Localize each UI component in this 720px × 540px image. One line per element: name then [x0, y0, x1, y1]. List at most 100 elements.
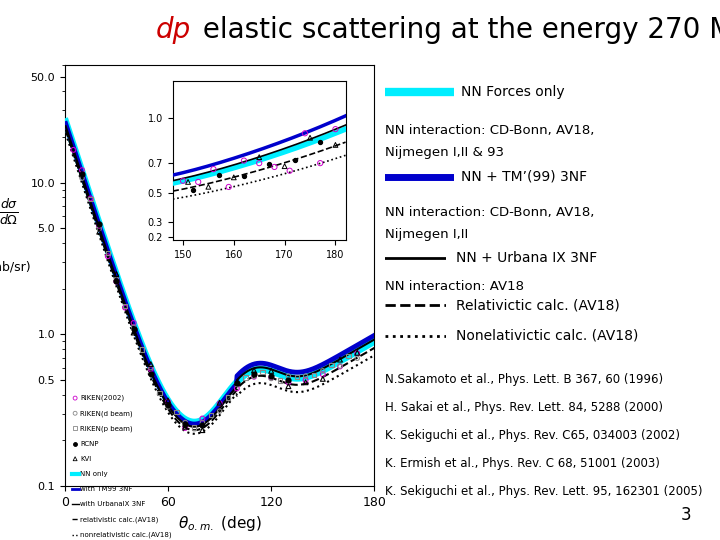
- Point: [162, 401, 174, 410]
- Point: [128, 325, 140, 334]
- Point: [162, 402, 174, 411]
- Point: [145, 363, 156, 372]
- Point: [69, 439, 81, 448]
- Point: [334, 355, 346, 364]
- Point: [283, 376, 294, 384]
- Point: [128, 323, 140, 332]
- Point: [197, 418, 208, 427]
- Text: NN interaction: CD-Bonn, AV18,: NN interaction: CD-Bonn, AV18,: [385, 206, 595, 219]
- Point: [145, 360, 156, 368]
- Point: [248, 372, 260, 381]
- Point: [317, 375, 328, 383]
- Point: [315, 138, 326, 147]
- Point: [315, 159, 326, 167]
- Point: [228, 173, 240, 181]
- Text: relativistic calc.(AV18): relativistic calc.(AV18): [81, 516, 158, 523]
- Point: [214, 399, 225, 408]
- Point: [76, 170, 88, 178]
- Point: [177, 177, 189, 185]
- Point: [253, 159, 265, 167]
- Point: [240, 373, 251, 382]
- Text: 3: 3: [680, 506, 691, 524]
- Point: [192, 178, 204, 186]
- Point: [69, 394, 81, 402]
- Point: [111, 275, 122, 284]
- Text: RIKEN(2002): RIKEN(2002): [81, 395, 125, 401]
- Point: [248, 366, 260, 375]
- Text: NN + TM’(99) 3NF: NN + TM’(99) 3NF: [461, 170, 587, 184]
- Point: [145, 370, 156, 379]
- Point: [279, 162, 290, 171]
- Point: [179, 422, 191, 431]
- Point: [253, 153, 265, 161]
- Point: [300, 378, 311, 387]
- Point: [248, 373, 260, 381]
- Text: H. Sakai et al., Phys. Rev. Lett. 84, 5288 (2000): H. Sakai et al., Phys. Rev. Lett. 84, 52…: [385, 401, 663, 414]
- Point: [182, 178, 194, 186]
- Point: [111, 278, 122, 286]
- Point: [162, 397, 174, 406]
- Point: [94, 219, 105, 228]
- Point: [94, 225, 105, 233]
- Text: RCNP: RCNP: [81, 441, 99, 447]
- Point: [291, 373, 303, 382]
- Text: K. Sekiguchi et al., Phys. Rev. Lett. 95, 162301 (2005): K. Sekiguchi et al., Phys. Rev. Lett. 95…: [385, 485, 703, 498]
- Point: [330, 125, 341, 133]
- Text: NN + Urbana IX 3NF: NN + Urbana IX 3NF: [456, 251, 597, 265]
- Point: [266, 374, 277, 383]
- Point: [266, 367, 277, 375]
- Text: Nonelativictic calc. (AV18): Nonelativictic calc. (AV18): [456, 329, 638, 343]
- Point: [213, 170, 225, 179]
- Point: [85, 195, 96, 204]
- Text: NN Forces only: NN Forces only: [461, 85, 564, 99]
- Text: K. Sekiguchi et al., Phys. Rev. C65, 034003 (2002): K. Sekiguchi et al., Phys. Rev. C65, 034…: [385, 429, 680, 442]
- Point: [284, 166, 295, 175]
- Point: [266, 374, 277, 382]
- Point: [187, 186, 199, 194]
- Point: [179, 419, 191, 428]
- Point: [128, 319, 140, 327]
- Point: [69, 424, 81, 433]
- Point: [69, 409, 81, 417]
- Point: [274, 376, 286, 385]
- Point: [248, 370, 260, 379]
- Point: [128, 328, 140, 337]
- Point: [205, 411, 217, 420]
- Point: [76, 174, 88, 183]
- Point: [343, 352, 354, 360]
- Point: [334, 362, 346, 370]
- Point: [69, 455, 81, 463]
- Point: [223, 183, 235, 191]
- Point: [197, 414, 208, 423]
- Text: N.Sakamoto et al., Phys. Lett. B 367, 60 (1996): N.Sakamoto et al., Phys. Lett. B 367, 60…: [385, 373, 663, 386]
- Point: [179, 423, 191, 432]
- Text: elastic scattering at the energy 270 MeV: elastic scattering at the energy 270 MeV: [194, 16, 720, 44]
- Point: [120, 303, 131, 312]
- Point: [305, 133, 316, 142]
- Text: NN only: NN only: [81, 471, 108, 477]
- Point: [76, 166, 88, 174]
- Point: [197, 421, 208, 429]
- Point: [145, 365, 156, 374]
- Point: [102, 249, 114, 258]
- Point: [111, 269, 122, 278]
- Point: [231, 384, 243, 393]
- Text: (mb/sr): (mb/sr): [0, 260, 32, 273]
- Point: [222, 393, 234, 402]
- Point: [197, 426, 208, 435]
- Point: [120, 302, 131, 310]
- Text: KVI: KVI: [81, 456, 91, 462]
- Point: [300, 129, 311, 138]
- Point: [188, 423, 199, 432]
- Text: Nijmegen I,II & 93: Nijmegen I,II & 93: [385, 146, 504, 159]
- Text: dp: dp: [156, 16, 191, 44]
- Text: $\frac{d\sigma}{d\Omega}$: $\frac{d\sigma}{d\Omega}$: [0, 198, 19, 227]
- Point: [111, 277, 122, 286]
- Point: [231, 379, 243, 387]
- Point: [283, 378, 294, 387]
- Point: [300, 376, 311, 384]
- Text: RIKEN(p beam): RIKEN(p beam): [81, 425, 133, 431]
- Point: [94, 227, 105, 236]
- Point: [257, 368, 269, 376]
- Point: [289, 156, 300, 165]
